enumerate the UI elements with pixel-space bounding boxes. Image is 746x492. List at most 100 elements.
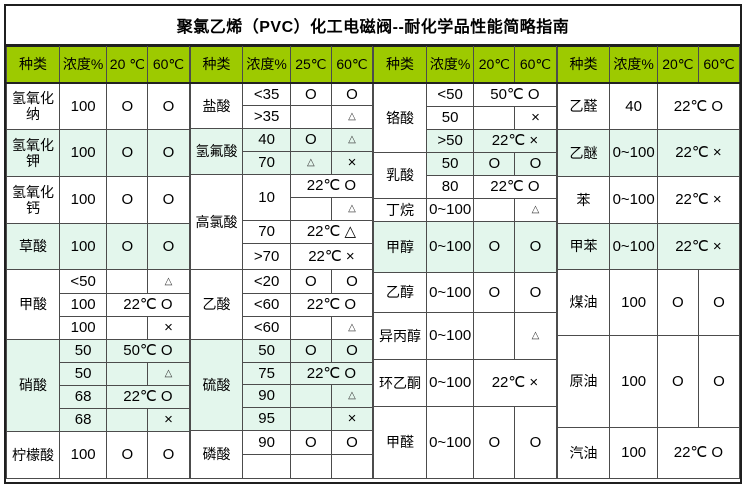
rating-cell: O (289, 339, 332, 363)
concentration-cell: <35 (242, 82, 291, 106)
rating-cell: 22℃ O (656, 82, 741, 130)
chemical-name: 草酸 (6, 223, 60, 270)
table-row: 100 × (7, 316, 190, 340)
table-row: 高氯酸 10 22℃ O (189, 174, 374, 270)
concentration-cell: <60 (242, 316, 291, 340)
page-title: 聚氯乙烯（PVC）化工电磁阀--耐化学品性能简略指南 (6, 6, 740, 46)
table-row: 乙醚 0~100 22℃ × (556, 129, 741, 177)
rating-cell: 22℃ O (289, 362, 374, 385)
concentration-cell: 70 (242, 220, 291, 244)
chemical-name: 乙醛 (556, 82, 611, 130)
table-row: >35 △ (190, 105, 374, 129)
chemical-name: 硝酸 (6, 339, 60, 432)
concentration-cell: 68 (58, 385, 108, 409)
column-header: 25℃ (289, 46, 332, 84)
rating-cell: 22℃ O (106, 385, 190, 409)
concentration-cell: 40 (242, 128, 291, 152)
table-row: 70 △ × (190, 151, 374, 175)
chemical-name: 氢氧化钾 (6, 129, 60, 177)
concentration-cell: 40 (609, 82, 658, 130)
rating-cell (289, 407, 332, 431)
rating-cell: O (697, 269, 741, 336)
chemical-name: 高氯酸 (189, 174, 244, 270)
rating-cell: O (106, 82, 149, 130)
chemical-name: 甲醇 (373, 221, 427, 273)
chemical-name: 乳酸 (373, 152, 427, 199)
rating-cell: 22℃ O (289, 174, 374, 198)
column-header: 种类 (189, 46, 244, 84)
rating-cell: O (106, 176, 149, 224)
chemical-name: 丁烷 (373, 198, 427, 222)
chemical-name: 甲醛 (373, 406, 427, 479)
concentration-cell: 50 (58, 362, 108, 386)
rating-cell: △ (147, 362, 190, 386)
table-row (190, 454, 374, 479)
concentration-cell: >70 (242, 243, 291, 270)
column-header: 浓度% (609, 46, 658, 84)
table-row: 异丙醇 0~100 △ (373, 312, 557, 360)
rating-cell (106, 408, 149, 432)
rating-cell: 22℃ × (473, 359, 557, 407)
column-header: 20℃ (473, 46, 516, 84)
table-row: 70 22℃ △ (190, 220, 374, 244)
chemical-name: 氢氧化纳 (6, 82, 60, 130)
rating-cell (473, 106, 516, 130)
table-row: 甲酸 <50 △ (6, 269, 190, 340)
concentration-cell: 50 (58, 339, 108, 363)
table-row: 乳酸 50 O O (373, 152, 557, 199)
rating-cell (289, 454, 332, 479)
concentration-cell: 0~100 (425, 198, 475, 222)
rating-cell: O (514, 272, 557, 313)
concentration-cell: 90 (242, 430, 291, 455)
table-row: 盐酸 <35 O O (189, 82, 374, 129)
rating-cell: O (147, 82, 190, 130)
header-row: 种类 浓度% 20℃ 60℃ (556, 46, 741, 84)
table-row: 环乙酮 0~100 22℃ × (373, 359, 557, 407)
concentration-cell: 0~100 (425, 406, 475, 479)
table-row: 50 △ (7, 362, 190, 386)
rating-cell: O (147, 129, 190, 177)
column-header: 浓度% (242, 46, 291, 84)
rating-cell: 50℃ O (106, 339, 190, 363)
rating-cell: 50℃ O (473, 82, 557, 107)
table-row: 汽油 100 22℃ O (556, 427, 741, 479)
concentration-cell: 0~100 (609, 129, 658, 177)
concentration-cell: 50 (425, 106, 475, 130)
rating-cell (289, 384, 332, 408)
concentration-cell: 100 (58, 176, 108, 224)
rating-cell (106, 316, 149, 340)
column-header: 20℃ (656, 46, 699, 84)
concentration-cell: 0~100 (425, 359, 475, 407)
rating-cell: O (289, 430, 332, 455)
table-row: 丁烷 0~100 △ (373, 198, 557, 222)
table-row: 磷酸 90 O O (189, 430, 374, 479)
concentration-cell: 0~100 (425, 272, 475, 313)
table-row: 原油 100 O O (556, 335, 741, 428)
chemical-name: 乙醚 (556, 129, 611, 177)
rating-cell: O (106, 129, 149, 177)
concentration-cell: 100 (609, 335, 658, 428)
chemical-name: 汽油 (556, 427, 611, 479)
column-header: 60℃ (697, 46, 741, 84)
rating-cell: O (330, 430, 374, 455)
rating-cell: △ (514, 312, 557, 360)
chemical-table-1: 种类 浓度% 20 ℃ 60℃ 氢氧化纳 100 O O 氢氧化钾 100 O O 氢氧化钙 100 O O 草… (6, 46, 190, 479)
rating-cell: 22℃ O (289, 293, 374, 317)
chemical-name: 乙酸 (189, 269, 244, 340)
rating-cell: O (106, 431, 149, 479)
table-groups: 种类 浓度% 20 ℃ 60℃ 氢氧化纳 100 O O 氢氧化钾 100 O O 氢氧化钙 100 O O 草… (6, 46, 741, 479)
table-row: 硝酸 50 50℃ O (6, 339, 190, 432)
rating-cell: O (330, 269, 374, 294)
table-row: 甲醇 0~100 O O (373, 221, 557, 273)
rating-cell: △ (330, 384, 374, 408)
rating-cell: O (473, 221, 516, 273)
table-row: 甲醛 0~100 O O (373, 406, 557, 479)
concentration-cell: 0~100 (425, 221, 475, 273)
concentration-cell: 100 (58, 223, 108, 270)
table-row: 氢氧化钾 100 O O (6, 129, 190, 177)
table-row: 煤油 100 O O (556, 269, 741, 336)
chemical-name: 煤油 (556, 269, 611, 336)
table-row: 氢氧化钙 100 O O (6, 176, 190, 224)
rating-cell: 22℃ × (656, 176, 741, 224)
concentration-cell: 100 (609, 269, 658, 336)
